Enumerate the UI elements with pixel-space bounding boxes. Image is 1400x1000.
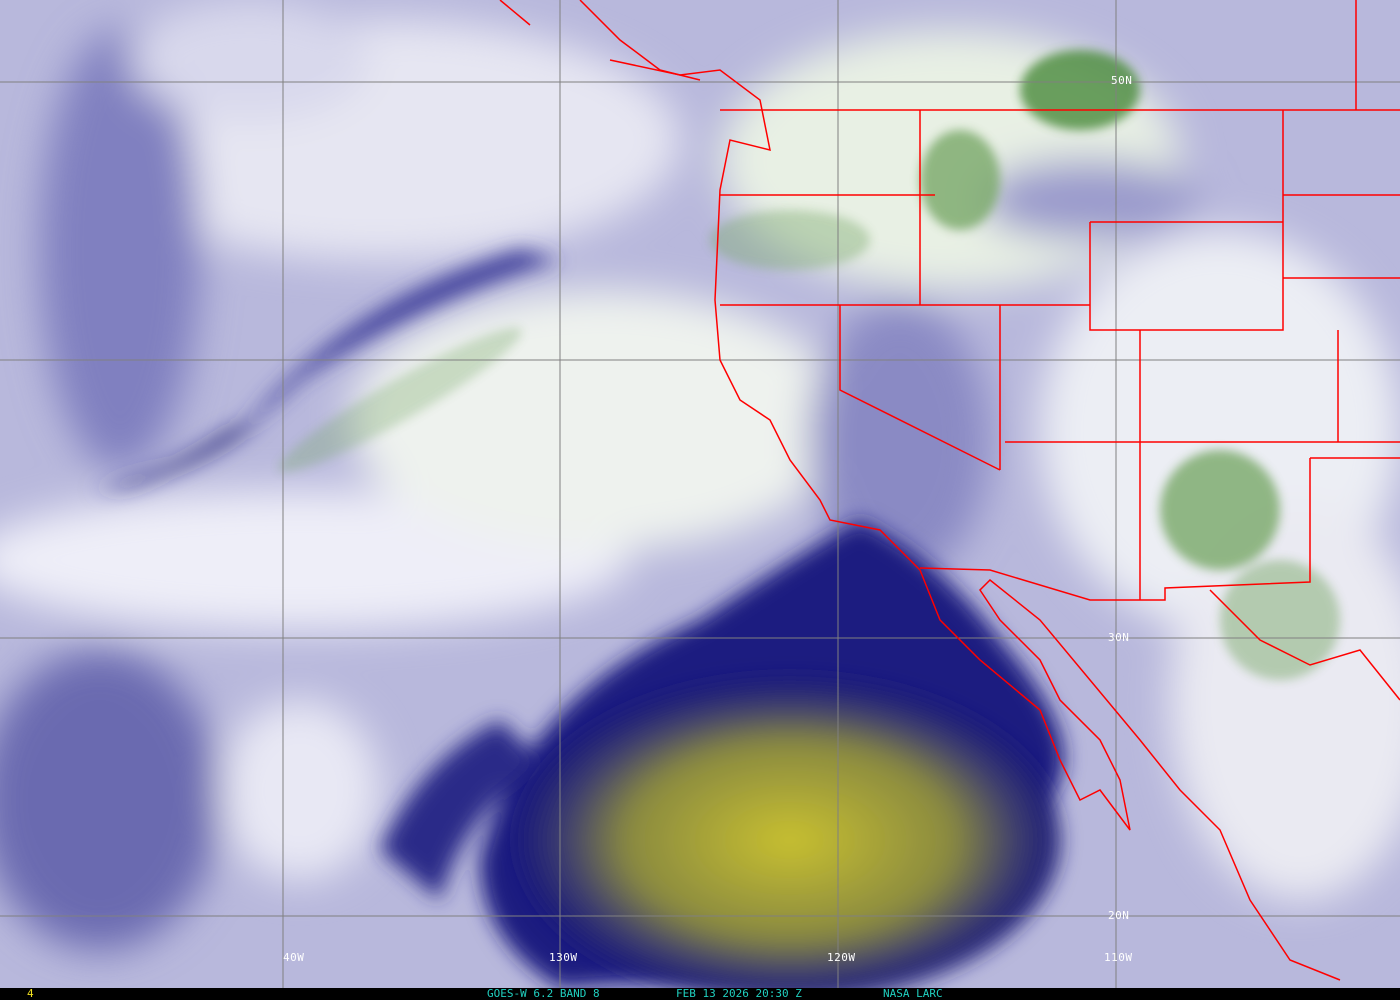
longitude-label: 120W — [827, 951, 856, 964]
latitude-label: 50N — [1111, 74, 1133, 87]
extreme-dry-region — [520, 680, 1060, 988]
political-borders — [499, 0, 1400, 981]
moisture-green — [278, 50, 1340, 680]
image-credit: NASA LARC — [883, 987, 943, 1000]
satellite-caption: GOES-W 6.2 BAND 8 — [487, 987, 600, 1000]
longitude-label: 110W — [1104, 951, 1133, 964]
latitude-label: 30N — [1108, 631, 1130, 644]
caption-bar: 4 GOES-W 6.2 BAND 8 FEB 13 2026 20:30 Z … — [0, 988, 1400, 1000]
longitude-label: 40W — [283, 951, 305, 964]
frame-number: 4 — [27, 987, 34, 1000]
latitude-label: 20N — [1108, 909, 1130, 922]
image-datetime: FEB 13 2026 20:30 Z — [676, 987, 802, 1000]
longitude-label: 130W — [549, 951, 578, 964]
